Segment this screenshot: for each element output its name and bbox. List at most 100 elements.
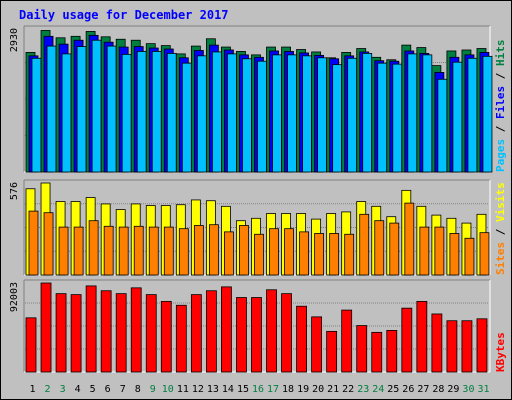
- bar-kbytes-day-26: [401, 307, 413, 373]
- bar-kbytes-day-25: [386, 330, 398, 373]
- bar-sites-day-11: [178, 228, 189, 276]
- bar-pages-day-16: [257, 60, 267, 173]
- bar-pages-day-24: [377, 62, 388, 173]
- y-max-label: 92003: [9, 282, 20, 312]
- legend-item: KBytes: [494, 332, 507, 372]
- x-tick-label: 25: [387, 384, 399, 395]
- legend: Sites / Visits: [494, 182, 507, 275]
- bar-kbytes-day-7: [115, 293, 127, 373]
- y-max-label: 576: [9, 182, 20, 200]
- bar-pages-day-6: [106, 45, 117, 173]
- bar-sites-day-28: [434, 226, 445, 276]
- bar-kbytes-day-10: [160, 300, 172, 373]
- bar-sites-day-15: [239, 225, 249, 276]
- bar-sites-day-21: [329, 233, 340, 276]
- bar-pages-day-25: [392, 63, 403, 173]
- bar-sites-day-10: [163, 226, 174, 276]
- x-tick-label: 28: [432, 384, 444, 395]
- x-tick-label: 20: [312, 384, 324, 395]
- bar-pages-day-23: [362, 53, 373, 173]
- x-tick-label: 3: [60, 384, 66, 395]
- bar-pages-day-17: [272, 54, 282, 173]
- x-tick-label: 12: [192, 384, 204, 395]
- bar-sites-day-17: [269, 228, 279, 276]
- legend-item: Files: [494, 86, 507, 119]
- bar-kbytes-day-6: [100, 290, 112, 373]
- bar-kbytes-day-15: [236, 297, 247, 373]
- bar-kbytes-day-17: [266, 289, 277, 373]
- bar-kbytes-day-27: [416, 300, 428, 373]
- x-tick-label: 19: [297, 384, 309, 395]
- bar-pages-day-10: [166, 53, 177, 173]
- bar-pages-day-5: [91, 39, 102, 173]
- x-tick-label: 21: [327, 384, 339, 395]
- bar-sites-day-20: [314, 233, 325, 276]
- x-tick-label: 4: [75, 384, 81, 395]
- bar-sites-day-26: [404, 202, 415, 276]
- bar-sites-day-4: [73, 226, 84, 276]
- bar-pages-day-26: [407, 53, 418, 173]
- bar-sites-day-2: [43, 212, 54, 276]
- bar-pages-day-14: [227, 53, 237, 173]
- bar-sites-day-23: [359, 213, 370, 276]
- bar-kbytes-day-2: [40, 282, 52, 373]
- x-tick-label: 9: [150, 384, 156, 395]
- x-tick-label: 18: [282, 384, 294, 395]
- x-tick-label: 23: [357, 384, 369, 395]
- bar-pages-day-18: [287, 54, 297, 173]
- legend: Pages / Files / Hits: [494, 40, 507, 173]
- bar-kbytes-day-29: [446, 320, 458, 373]
- bar-kbytes-day-13: [205, 290, 217, 373]
- bar-kbytes-day-1: [25, 317, 37, 373]
- bar-kbytes-day-4: [70, 294, 82, 373]
- bar-kbytes-day-22: [341, 309, 353, 373]
- x-tick-label: 13: [207, 384, 219, 395]
- chart-panel-1: 2930 Pages / Files / Hits: [9, 25, 507, 173]
- bar-pages-day-21: [332, 64, 343, 173]
- bar-kbytes-day-3: [55, 293, 67, 373]
- bar-sites-day-24: [374, 220, 385, 276]
- bar-sites-day-5: [88, 220, 99, 276]
- bar-kbytes-day-28: [431, 313, 443, 373]
- legend-item: Sites: [494, 242, 507, 275]
- chart-panel-3: 92003 KBytes: [9, 279, 507, 373]
- x-tick-label: 30: [462, 384, 474, 395]
- x-axis-labels: 1 2 3 4 5 6 7 8 9 10 11 12 13 14 15 16 17 18 19 20 21 22 23 24 2…: [30, 384, 490, 395]
- bar-sites-day-8: [133, 225, 144, 276]
- bar-kbytes-day-5: [85, 285, 97, 373]
- x-tick-label: 29: [447, 384, 459, 395]
- x-tick-label: 10: [162, 384, 174, 395]
- legend-item: Visits: [494, 182, 507, 222]
- bar-kbytes-day-11: [175, 304, 187, 373]
- bar-pages-day-4: [76, 46, 87, 173]
- y-max-label: 2930: [9, 28, 20, 52]
- bar-kbytes-day-8: [130, 287, 142, 373]
- x-tick-label: 8: [135, 384, 141, 395]
- x-tick-label: 24: [372, 384, 384, 395]
- legend-item: Pages: [494, 139, 507, 172]
- bar-pages-day-12: [196, 55, 207, 173]
- bar-pages-day-20: [317, 57, 328, 173]
- x-tick-label: 2: [45, 384, 51, 395]
- x-tick-label: 11: [177, 384, 189, 395]
- x-tick-label: 31: [477, 384, 489, 395]
- bar-sites-day-18: [284, 228, 294, 276]
- bar-kbytes-day-9: [145, 294, 157, 373]
- bar-kbytes-day-14: [221, 286, 232, 373]
- bar-pages-day-11: [181, 62, 192, 173]
- x-tick-label: 27: [417, 384, 429, 395]
- legend-separator: /: [494, 222, 507, 242]
- bar-sites-day-7: [118, 226, 129, 276]
- bar-sites-day-29: [449, 233, 460, 276]
- bar-pages-day-30: [467, 57, 478, 173]
- bar-pages-day-9: [151, 51, 162, 173]
- bar-pages-day-22: [347, 57, 358, 173]
- bar-sites-day-1: [28, 210, 39, 276]
- bar-kbytes-day-12: [190, 294, 202, 373]
- bar-sites-day-27: [419, 226, 430, 276]
- bar-pages-day-8: [136, 51, 147, 173]
- bar-pages-day-19: [302, 55, 312, 173]
- bar-kbytes-day-23: [356, 325, 368, 373]
- x-tick-label: 16: [252, 384, 264, 395]
